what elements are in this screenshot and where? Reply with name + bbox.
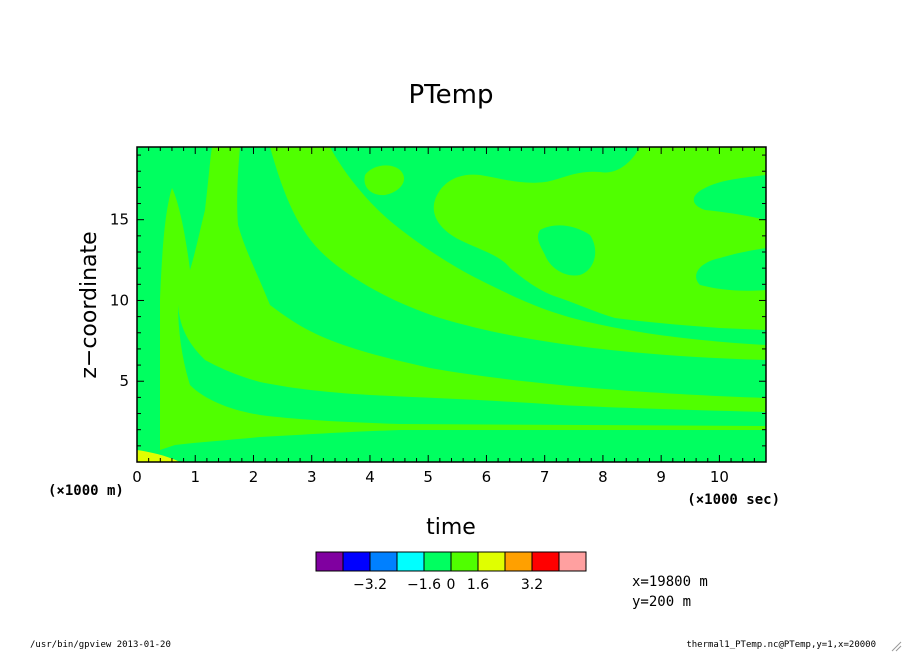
y-tick-label: 10 <box>110 291 129 309</box>
colorbar-swatch <box>477 551 506 572</box>
colorbar-tick-label: 1.6 <box>467 577 489 593</box>
colorbar-swatch <box>423 551 452 572</box>
field-band <box>230 338 275 363</box>
y-tick-label: 15 <box>110 211 129 229</box>
colorbar-swatch <box>531 551 560 572</box>
x-tick-label: 7 <box>540 468 550 486</box>
x-tick-label: 3 <box>307 468 317 486</box>
field-band <box>364 165 405 196</box>
colorbar-swatch <box>504 551 533 572</box>
x-tick-label: 6 <box>482 468 492 486</box>
colorbar-swatch <box>396 551 425 572</box>
colorbar-swatch <box>450 551 479 572</box>
x-axis-label: time <box>426 515 476 540</box>
x-tick-label: 1 <box>190 468 200 486</box>
colorbar-swatch <box>315 551 344 572</box>
colorbar-tick-label: −3.2 <box>353 577 387 593</box>
x-tick-label: 8 <box>598 468 608 486</box>
colorbar-swatch <box>558 551 587 572</box>
y-slice-info: y=200 m <box>632 594 692 610</box>
x-tick-label: 4 <box>365 468 375 486</box>
x-tick-label: 2 <box>249 468 259 486</box>
colorbar-swatch <box>369 551 398 572</box>
x-tick-label: 10 <box>710 468 729 486</box>
colorbar-tick-label: 0 <box>447 577 456 593</box>
colorbar: −3.2 −1.6 0 1.6 3.2 <box>315 551 587 593</box>
x-tick-label: 5 <box>423 468 433 486</box>
field-band <box>370 147 766 330</box>
footer-command: /usr/bin/gpview 2013-01-20 <box>30 640 171 650</box>
x-tick-label: 9 <box>656 468 666 486</box>
field-band <box>270 147 766 360</box>
colorbar-swatch <box>342 551 371 572</box>
x-tick-label: 0 <box>132 468 142 486</box>
colorbar-tick-label: 3.2 <box>521 577 543 593</box>
chart-title: PTemp <box>409 80 494 110</box>
heatmap-field <box>137 147 766 462</box>
x-unit-note: (×1000 sec) <box>687 492 780 508</box>
axis-ticks: 0 1 2 3 4 5 6 7 8 9 10 5 10 15 <box>110 147 767 486</box>
colorbar-tick-label: −1.6 <box>407 577 441 593</box>
y-unit-note: (×1000 m) <box>48 483 124 499</box>
field-surface-layer <box>137 450 180 462</box>
resize-grip-icon[interactable] <box>890 640 902 652</box>
x-slice-info: x=19800 m <box>632 574 708 590</box>
plot-area: 0 1 2 3 4 5 6 7 8 9 10 5 10 15 <box>110 146 767 486</box>
field-band <box>160 147 766 462</box>
y-axis-label: z−coordinate <box>77 231 102 378</box>
footer-source: thermal1_PTemp.nc@PTemp,y=1,x=20000 <box>686 640 876 650</box>
y-tick-label: 5 <box>119 372 129 390</box>
